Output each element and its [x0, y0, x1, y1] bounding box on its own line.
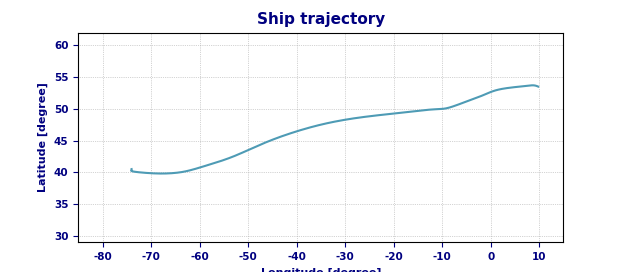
X-axis label: Longitude [degree]: Longitude [degree] — [260, 267, 381, 272]
Title: Ship trajectory: Ship trajectory — [257, 12, 385, 27]
Y-axis label: Latitude [degree]: Latitude [degree] — [38, 82, 48, 192]
